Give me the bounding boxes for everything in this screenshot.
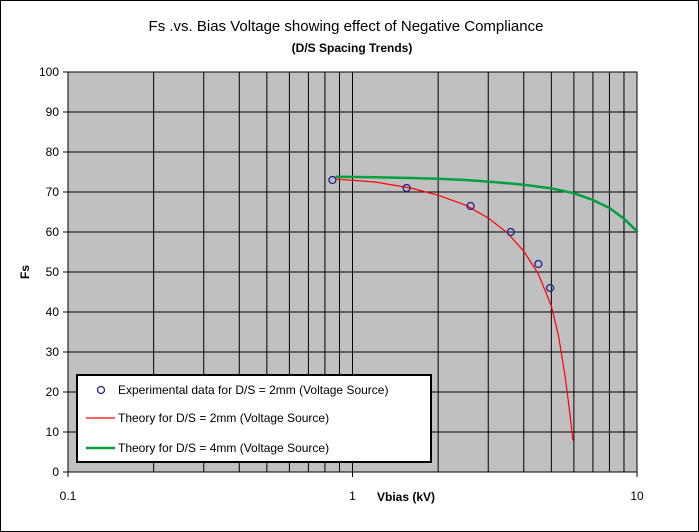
y-tick-label: 60 (46, 225, 60, 239)
series-layer (328, 175, 639, 441)
y-tick-label: 90 (46, 105, 60, 119)
y-tick-label: 20 (46, 385, 60, 399)
y-tick-label: 40 (46, 305, 60, 319)
experimental-point (545, 283, 555, 293)
experimental-point (506, 227, 515, 237)
y-axis-label: Fs (18, 265, 32, 279)
y-tick-label: 10 (46, 425, 60, 439)
series-theory-2mm-line (336, 178, 574, 441)
chart-title: Fs .vs. Bias Voltage showing effect of N… (149, 18, 544, 35)
experimental-point (534, 259, 543, 269)
legend-box (76, 374, 432, 463)
experimental-point (328, 175, 337, 185)
series-theory-4mm-line (335, 175, 639, 233)
y-tick-label: 0 (52, 465, 59, 479)
y-tick-label: 80 (46, 145, 60, 159)
legend-label-experimental: Experimental data for D/S = 2mm (Voltage… (118, 383, 388, 397)
chart-subtitle: (D/S Spacing Trends) (292, 41, 413, 55)
axis-ticks (63, 71, 638, 477)
legend-label-theory-4mm: Theory for D/S = 4mm (Voltage Source) (118, 441, 329, 455)
x-tick-label: 0.1 (60, 489, 77, 503)
legend: Experimental data for D/S = 2mm (Voltage… (76, 374, 432, 463)
y-tick-label: 30 (46, 345, 60, 359)
y-tick-label: 70 (46, 185, 60, 199)
y-tick-label: 100 (39, 65, 59, 79)
x-axis-label: Vbias (kV) (377, 490, 435, 504)
legend-label-theory-2mm: Theory for D/S = 2mm (Voltage Source) (118, 411, 329, 425)
y-tick-label: 50 (46, 265, 60, 279)
experimental-point (466, 201, 475, 211)
experimental-point (402, 183, 411, 193)
x-tick-label: 10 (630, 489, 644, 503)
legend-marker-experimental (96, 385, 106, 395)
tick-labels: 0 10 20 30 40 50 60 70 80 90 100 0.1 1 10 (39, 65, 644, 503)
x-tick-label: 1 (349, 489, 356, 503)
